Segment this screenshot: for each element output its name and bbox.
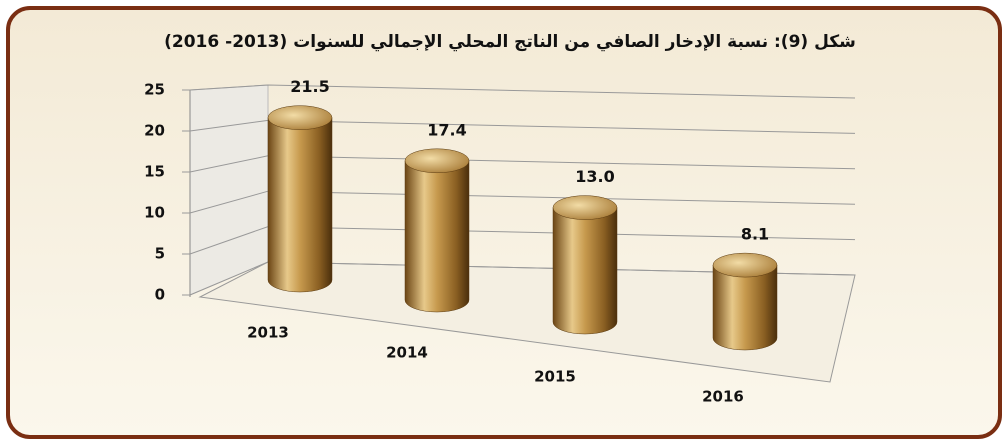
- side-wall: [189, 84, 269, 296]
- value-label: 8.1: [741, 225, 769, 244]
- frame: [6, 6, 1002, 439]
- bar-top: [552, 195, 618, 220]
- x-tick-label: 2014: [386, 344, 428, 362]
- bar-top: [404, 148, 470, 174]
- bar: [404, 160, 470, 313]
- y-tick-label: 25: [144, 81, 165, 99]
- bar: [712, 264, 778, 351]
- y-tick-label: 5: [155, 245, 165, 263]
- bar: [267, 117, 333, 293]
- grid-line: [182, 84, 856, 99]
- chart-title: شكل (9): نسبة الإدخار الصافي من الناتج ا…: [164, 32, 856, 52]
- value-label: 13.0: [575, 167, 614, 186]
- bar-top: [267, 105, 333, 130]
- grid-line: [182, 190, 856, 214]
- x-tick-label: 2016: [702, 388, 744, 406]
- grid-line: [182, 119, 856, 134]
- bar-top: [712, 252, 778, 278]
- y-tick-label: 20: [144, 122, 165, 140]
- y-tick-label: 15: [144, 163, 165, 181]
- bar: [552, 207, 618, 335]
- value-label: 21.5: [290, 77, 329, 96]
- x-tick-label: 2015: [534, 368, 576, 386]
- x-tick-label: 2013: [247, 324, 289, 342]
- y-tick-label: 0: [155, 286, 165, 304]
- value-label: 17.4: [427, 120, 466, 139]
- y-tick-label: 10: [144, 204, 165, 222]
- grid-line: [182, 155, 856, 173]
